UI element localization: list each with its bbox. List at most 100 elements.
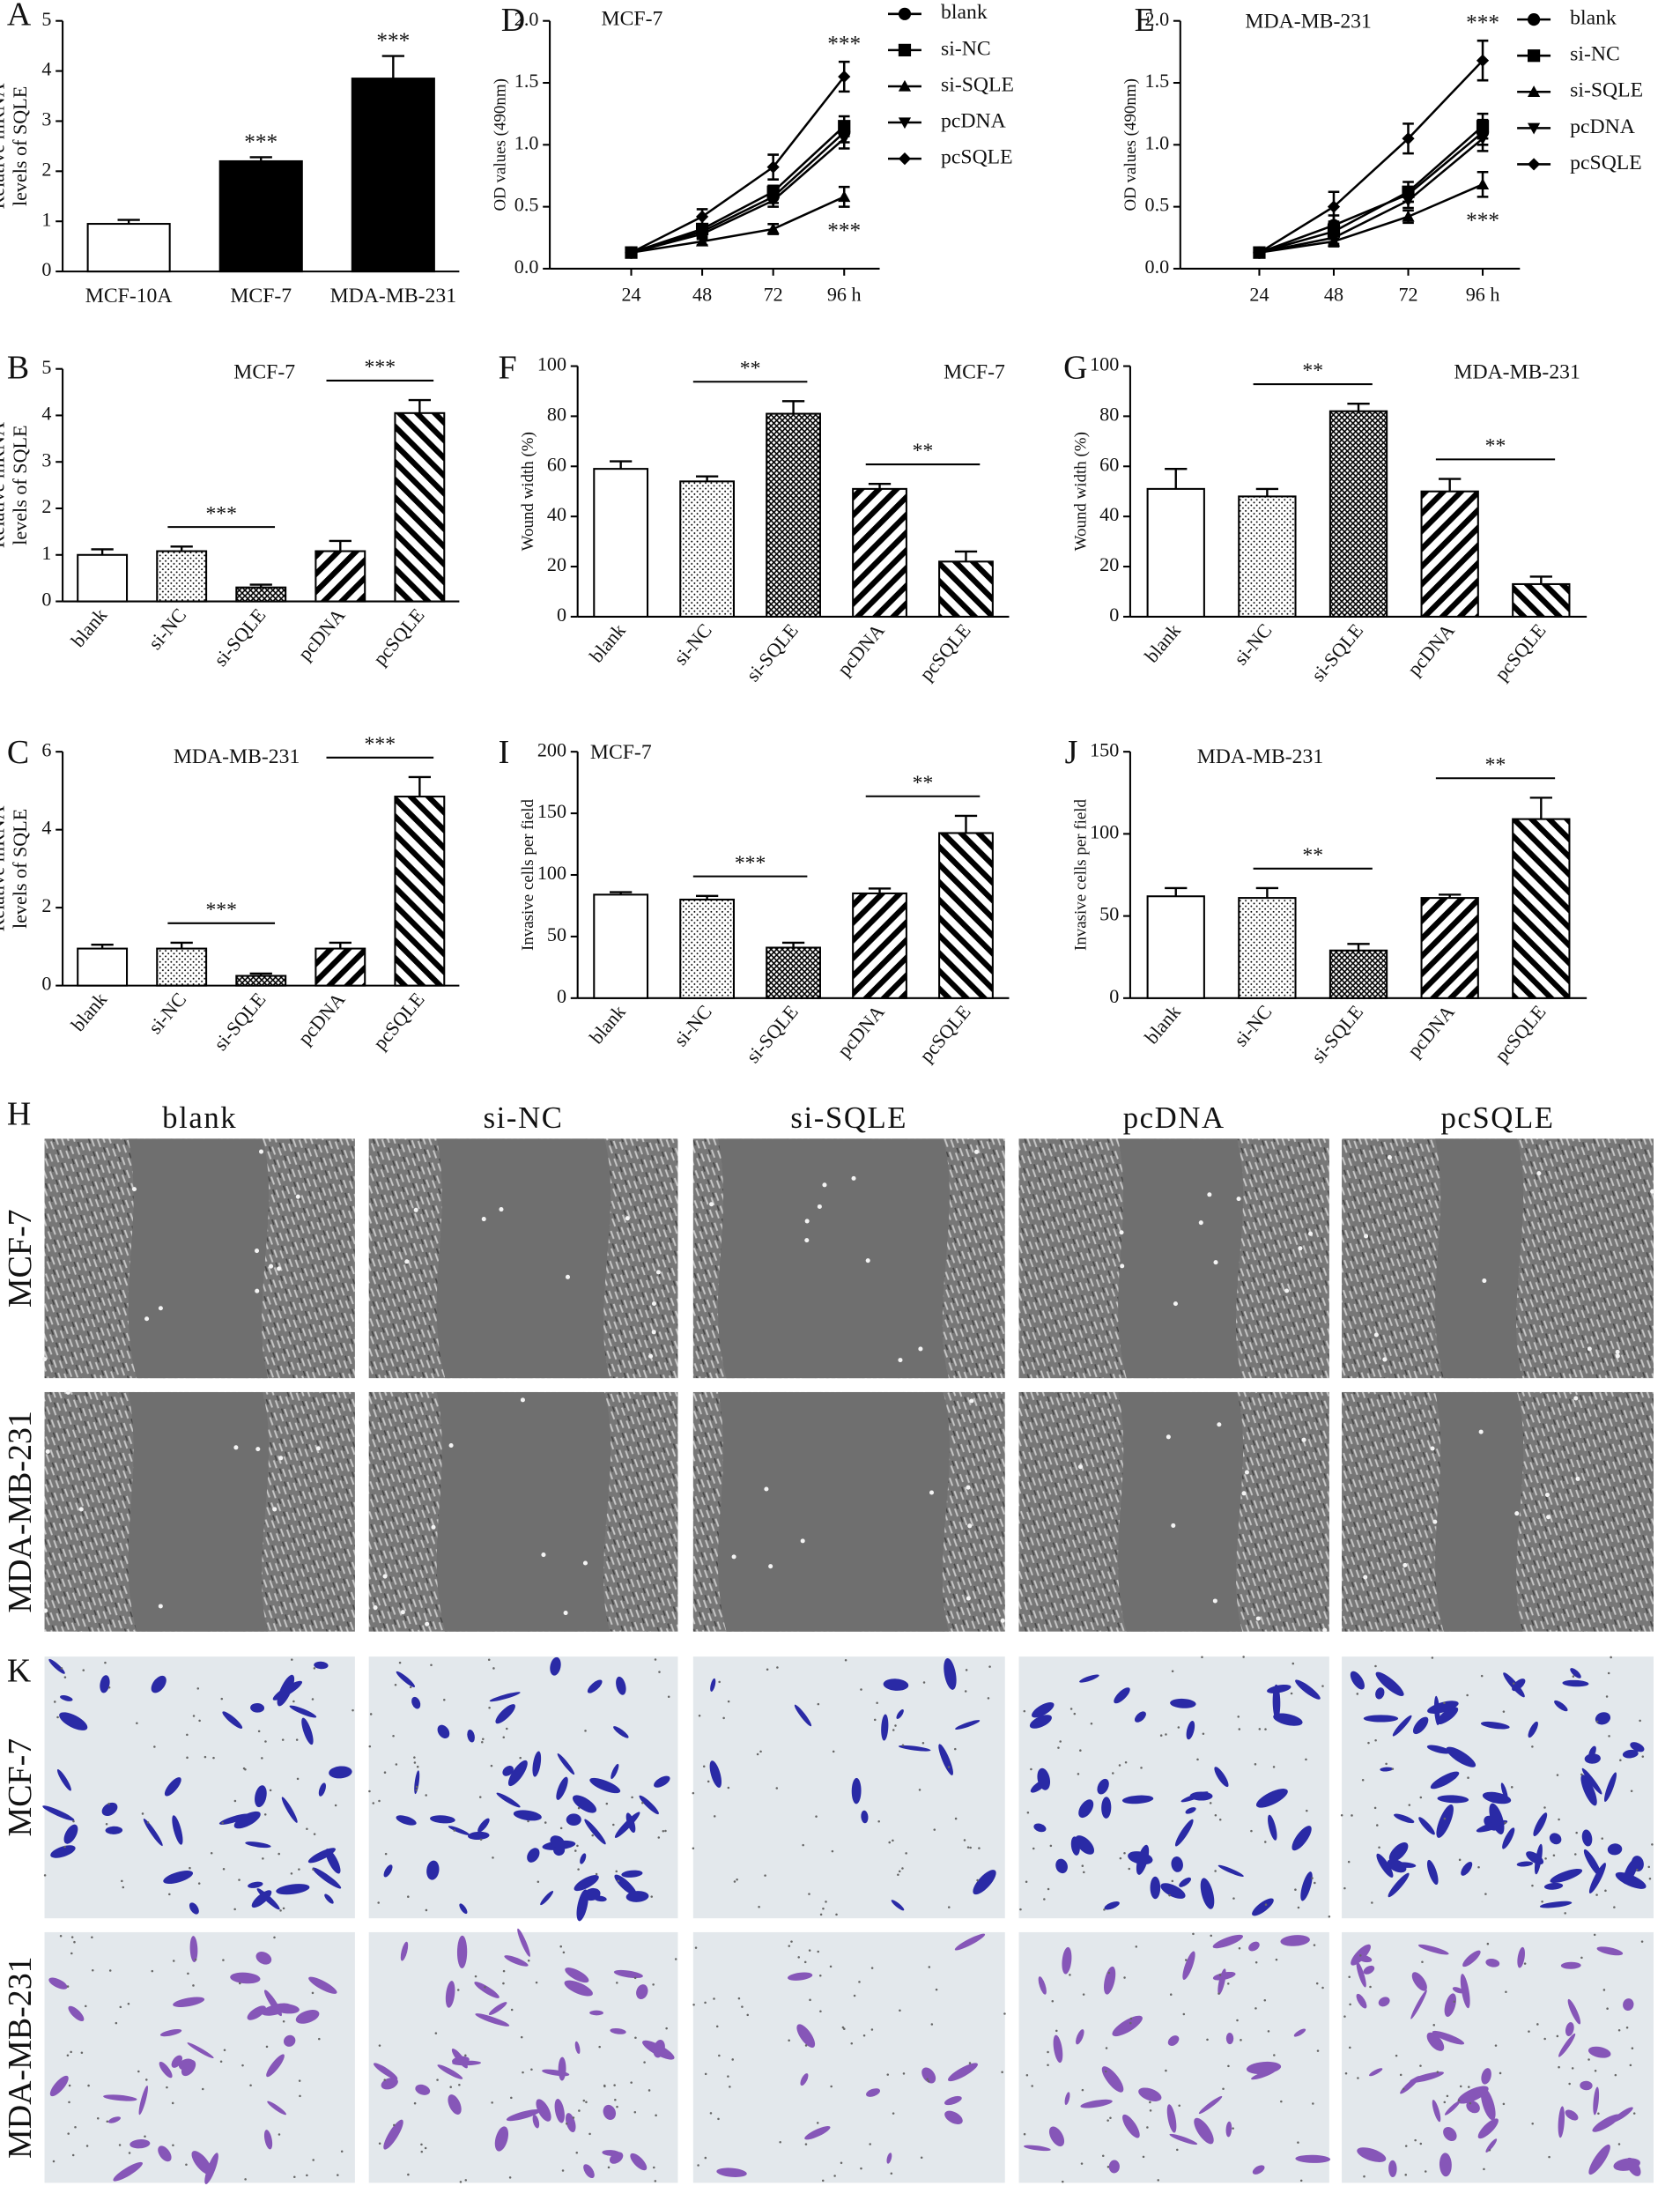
stained-cell [613, 1726, 629, 1738]
pore [1349, 2003, 1351, 2006]
stained-cell [1023, 2145, 1051, 2152]
cell-spot [131, 1187, 137, 1192]
pore [68, 2101, 70, 2104]
pore [1587, 2058, 1590, 2061]
cell-spot [969, 1398, 974, 1404]
pore [860, 1688, 862, 1691]
pore [71, 2153, 75, 2157]
stained-cell [1587, 2046, 1611, 2058]
pore [1232, 2127, 1234, 2130]
y-tick-label: 150 [537, 800, 566, 822]
pore [1391, 1767, 1395, 1770]
cell-spot [254, 1249, 260, 1254]
pore [1640, 1940, 1644, 1943]
pore [187, 1972, 189, 1975]
pore [222, 1868, 226, 1871]
pore [1062, 2180, 1064, 2183]
legend-label: si-SQLE [941, 73, 1014, 96]
error-bar [329, 941, 352, 949]
pore [506, 1727, 508, 1730]
pore [519, 1756, 522, 1760]
pore [1043, 1898, 1046, 1901]
y-tick-label: 5 [41, 8, 51, 30]
stained-cell [944, 2110, 963, 2124]
chart-title: MCF-7 [602, 7, 663, 30]
pore [415, 1785, 418, 1789]
stained-cell [921, 2067, 936, 2084]
pore [1184, 1959, 1188, 1961]
pore [278, 2133, 281, 2136]
pore [107, 1686, 111, 1689]
pore [1424, 2170, 1427, 2173]
y-tick-label: 6 [41, 738, 51, 760]
pore [829, 1965, 833, 1968]
bar [351, 78, 435, 273]
pore [413, 2101, 417, 2105]
pore [393, 2123, 396, 2127]
series-line [631, 196, 845, 254]
y-tick-label: 40 [1099, 503, 1119, 525]
transwell-image [1018, 1931, 1329, 2183]
pore [96, 2117, 100, 2120]
stained-cell [1122, 2114, 1140, 2138]
pore [574, 1849, 577, 1852]
pore [577, 1806, 581, 1810]
stained-cell [1101, 1797, 1112, 1819]
pore [746, 2013, 749, 2017]
cell-spot [565, 1274, 571, 1279]
bar [156, 947, 208, 987]
pore [1494, 2044, 1498, 2047]
pore [1129, 2021, 1132, 2025]
stained-cell [507, 1760, 528, 1787]
pore [1601, 1837, 1603, 1840]
pore [1531, 2122, 1534, 2125]
pore [1510, 1786, 1513, 1789]
pore [1408, 1804, 1411, 1806]
legend-marker [898, 7, 912, 20]
y-axis-label: levels of SQLE [9, 425, 31, 545]
stained-cell [787, 1972, 813, 1981]
y-axis-label: Relative mRNA [0, 422, 9, 548]
pore [166, 2086, 168, 2089]
cell-spot [817, 1204, 822, 1209]
stained-cell [1562, 1679, 1589, 1687]
pore [1109, 2116, 1112, 2120]
stained-cell [851, 1777, 862, 1804]
stained-cell [1558, 2033, 1576, 2057]
pore [736, 1878, 738, 1881]
stained-cell [281, 1797, 298, 1823]
pore [197, 1882, 201, 1885]
pore [694, 1946, 698, 1949]
pore [1118, 1764, 1121, 1767]
pore [825, 1901, 827, 1903]
stained-cell [222, 1711, 243, 1729]
pore [1617, 2143, 1621, 2145]
pore [1632, 2112, 1636, 2115]
pore [776, 1666, 779, 1669]
pore [1297, 1906, 1300, 1909]
pore [279, 1909, 282, 1912]
pore [890, 2172, 893, 2175]
pore [378, 2142, 381, 2145]
y-axis-label: Wound width (%) [1071, 432, 1090, 551]
pore [479, 1838, 483, 1841]
pore [1003, 2012, 1006, 2015]
stained-cell [1426, 2032, 1445, 2051]
pore [987, 1697, 990, 1700]
bar [1328, 410, 1388, 618]
stained-cell [266, 2054, 285, 2078]
y-tick-label: 0.0 [1145, 256, 1170, 278]
row-label: MDA-MB-231 [2, 1956, 39, 2159]
stained-cell [1394, 1813, 1415, 1824]
stained-cell [1411, 1972, 1427, 1991]
stained-cell [574, 1875, 599, 1892]
pore [244, 2178, 247, 2181]
pore [1543, 1806, 1546, 1809]
pore [522, 2071, 524, 2074]
stained-cell [1516, 1861, 1534, 1867]
pore [377, 1901, 380, 1904]
pore [1023, 1709, 1026, 1713]
stained-cell [527, 1848, 540, 1863]
stained-cell [955, 1720, 981, 1730]
cell-spot [78, 1507, 84, 1512]
